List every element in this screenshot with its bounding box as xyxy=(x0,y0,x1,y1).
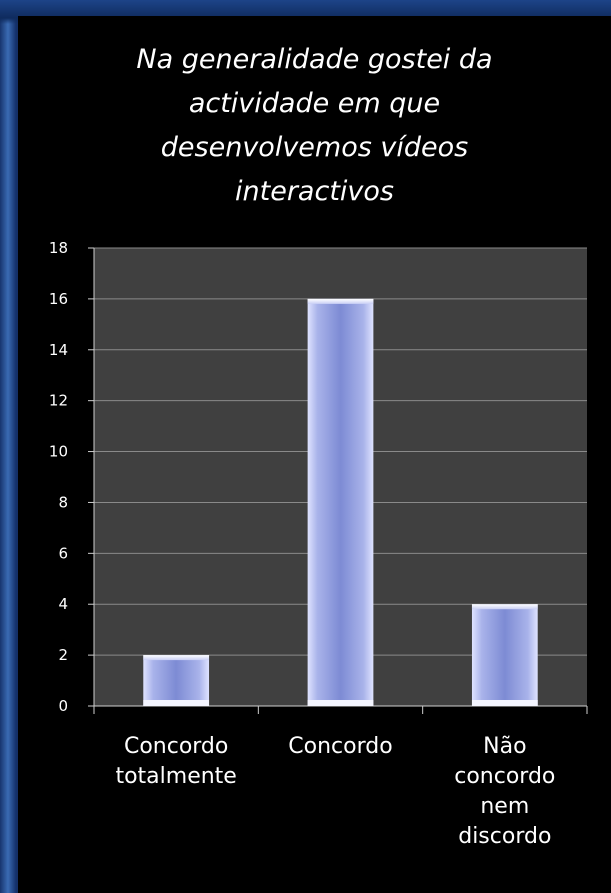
y-tick-label: 2 xyxy=(58,646,68,664)
bar-top-highlight xyxy=(471,604,538,610)
y-tick-label: 10 xyxy=(49,443,68,461)
bar xyxy=(307,298,374,706)
y-tick-label: 8 xyxy=(58,493,68,511)
x-category-label: Concordo xyxy=(288,734,393,759)
bar-base-highlight xyxy=(471,700,538,706)
y-tick-label: 6 xyxy=(58,544,68,562)
chart-title: Na generalidade gostei da actividade em … xyxy=(136,44,493,207)
y-tick-label: 0 xyxy=(58,697,68,715)
y-tick-label: 12 xyxy=(49,392,68,410)
y-tick-label: 16 xyxy=(49,290,68,308)
bar-top-highlight xyxy=(307,298,374,304)
y-tick-label: 4 xyxy=(58,595,68,613)
bar-base-highlight xyxy=(307,700,374,706)
y-tick-label: 14 xyxy=(49,341,68,359)
bar-base-highlight xyxy=(143,700,210,706)
x-category-label: Não concordo nem discordo xyxy=(454,734,556,849)
bar xyxy=(143,655,210,706)
bar-top-highlight xyxy=(143,655,210,661)
x-category-label: Concordo totalmente xyxy=(115,734,237,789)
y-tick-label: 18 xyxy=(49,239,68,257)
bar xyxy=(471,604,538,706)
